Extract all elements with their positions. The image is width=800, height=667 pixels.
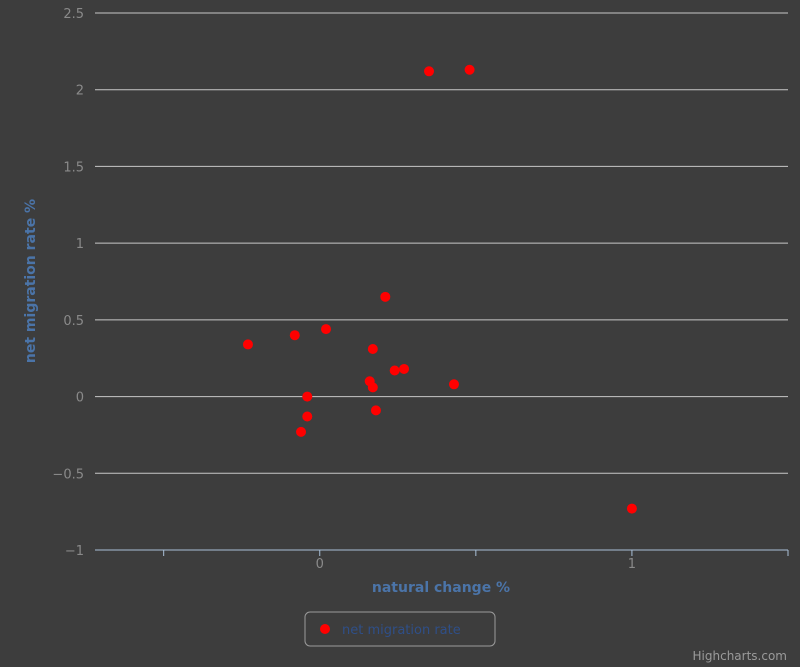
y-axis-ticks: −1 −0.5 0 0.5 1 1.5 2 2.5 (52, 7, 84, 559)
x-tick-label: 0 (316, 557, 324, 572)
legend-box (304, 611, 496, 647)
y-tick-label: 2 (76, 84, 84, 99)
scatter-point[interactable] (367, 344, 378, 355)
y-tick-label: 0 (76, 391, 84, 406)
scatter-point[interactable] (289, 330, 300, 341)
scatter-point[interactable] (389, 365, 400, 376)
scatter-point[interactable] (399, 363, 410, 374)
y-tick-label: −0.5 (52, 467, 84, 482)
scatter-point[interactable] (448, 379, 459, 390)
x-tick-label: 1 (628, 557, 636, 572)
scatter-point[interactable] (380, 291, 391, 302)
scatter-point[interactable] (321, 324, 331, 335)
scatter-point[interactable] (626, 503, 637, 514)
scatter-point[interactable] (424, 66, 435, 77)
y-tick-label: −1 (65, 544, 84, 559)
credits-link[interactable]: Highcharts.com (693, 649, 787, 663)
y-tick-label: 2.5 (63, 7, 84, 22)
scatter-point[interactable] (464, 64, 475, 75)
legend-marker (320, 624, 330, 634)
y-tick-label: 0.5 (63, 314, 84, 329)
scatter-point[interactable] (370, 405, 381, 416)
x-axis-title: natural change % (372, 580, 510, 596)
legend-label[interactable]: net migration rate (342, 623, 461, 638)
scatter-point[interactable] (302, 391, 313, 402)
y-tick-label: 1 (76, 237, 84, 252)
y-axis-title: net migration rate % (23, 199, 39, 363)
legend[interactable]: net migration rate (304, 611, 496, 647)
data-points[interactable] (242, 64, 637, 514)
scatter-point[interactable] (296, 426, 307, 437)
grid-lines (95, 12, 788, 551)
scatter-point[interactable] (302, 411, 313, 422)
y-tick-label: 1.5 (63, 160, 84, 175)
scatter-point[interactable] (367, 382, 378, 393)
scatter-point[interactable] (242, 339, 253, 350)
